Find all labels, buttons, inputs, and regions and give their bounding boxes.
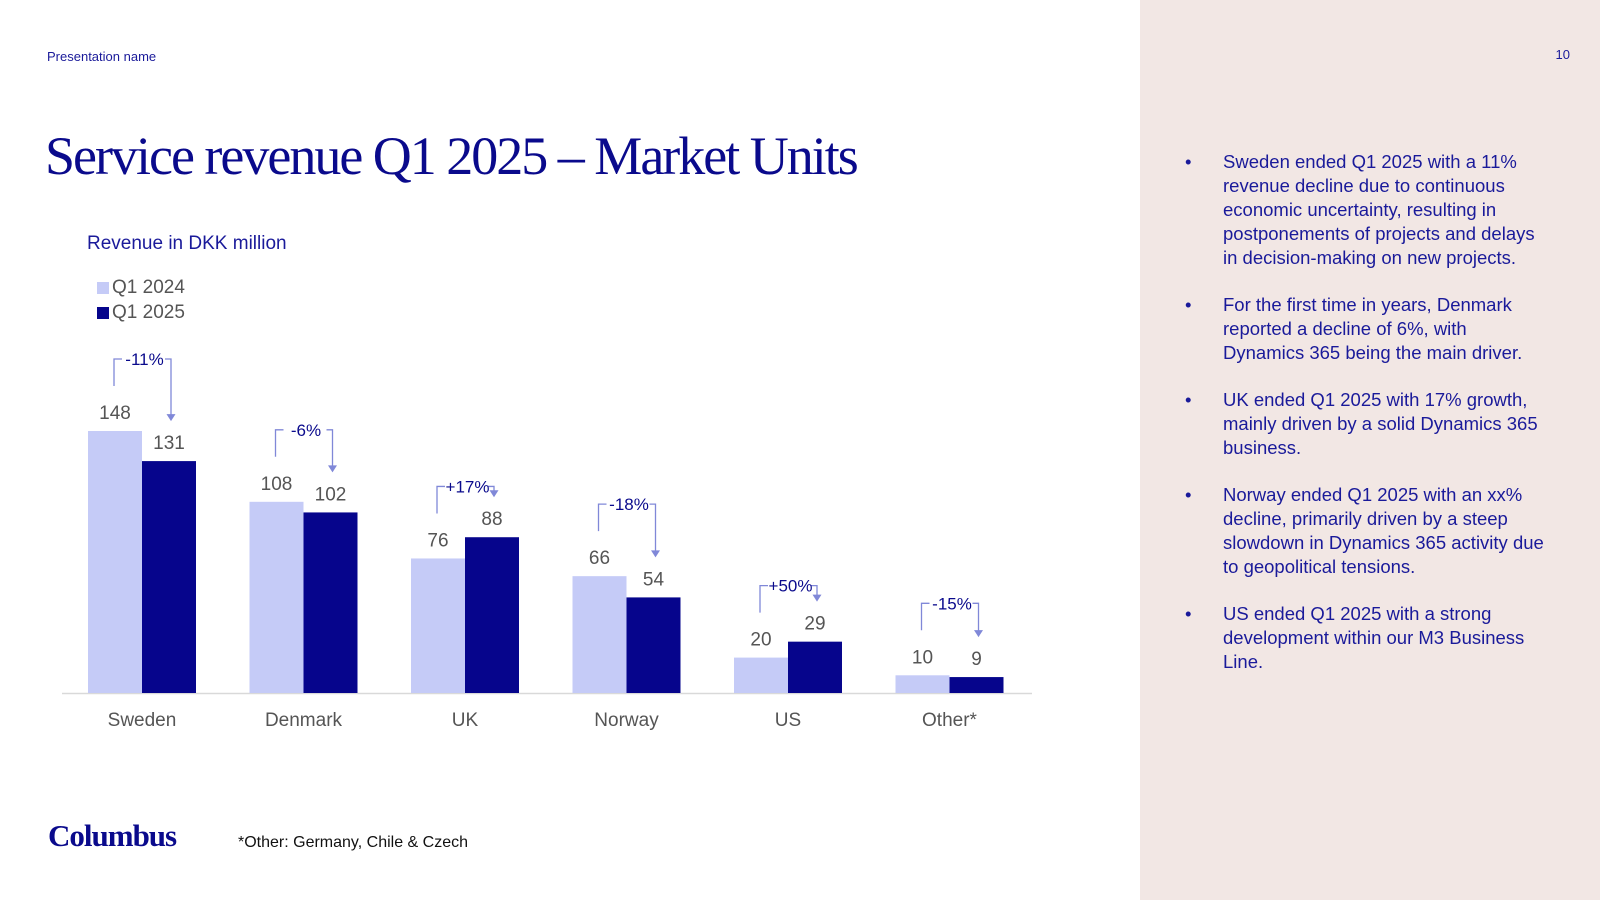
- change-label-us: +50%: [769, 577, 813, 596]
- columbus-logo: Columbus: [48, 818, 177, 853]
- commentary-item-uk: • UK ended Q1 2025 with 17% growth, mainl…: [1185, 388, 1545, 460]
- change-bracket-left-uk: [436, 485, 445, 514]
- change-label-sweden: -11%: [125, 350, 163, 369]
- change-bracket-left-norway: [597, 503, 607, 532]
- bar-us-q1-2024: [734, 657, 788, 693]
- chart-subtitle: Revenue in DKK million: [87, 233, 287, 254]
- change-bracket-left-us: [759, 584, 768, 613]
- legend-swatch-q1-2025: [97, 306, 109, 319]
- category-label-other: Other*: [922, 710, 978, 731]
- commentary-item-sweden: • Sweden ended Q1 2025 with a 11% revenue…: [1185, 150, 1545, 270]
- category-label-sweden: Sweden: [108, 710, 177, 731]
- change-bracket-left-denmark: [274, 429, 284, 457]
- commentary-text: Sweden ended Q1 2025 with a 11% revenue …: [1223, 151, 1535, 268]
- change-bracket-right-denmark: [326, 429, 334, 467]
- commentary-item-us: • US ended Q1 2025 with a strong developm…: [1185, 602, 1545, 674]
- value-label-norway-q1-2025: 54: [643, 569, 665, 590]
- change-bracket-right-uk: [488, 485, 495, 492]
- bullet-dot: •: [1185, 294, 1192, 315]
- commentary-text: UK ended Q1 2025 with 17% growth, mainly…: [1223, 389, 1538, 458]
- bullet-dot: •: [1185, 151, 1192, 172]
- bar-norway-q1-2024: [572, 576, 627, 693]
- chart-legend: Q1 2024 Q1 2025: [97, 275, 185, 325]
- bar-chart: 148 131 Sweden -11% 108 102 Denmark -6% 76 88 UK +1…: [62, 350, 1032, 731]
- legend-label-q1-2024: Q1 2024: [112, 276, 185, 298]
- value-label-other-q1-2024: 10: [912, 647, 933, 668]
- category-label-denmark: Denmark: [265, 710, 343, 731]
- value-label-uk-q1-2025: 88: [481, 509, 502, 530]
- bullet-dot: •: [1185, 484, 1192, 505]
- bar-uk-q1-2024: [411, 558, 465, 693]
- bar-denmark-q1-2024: [249, 501, 304, 693]
- change-bracket-left-other: [920, 602, 930, 631]
- legend-swatch-q1-2024: [97, 281, 109, 294]
- category-label-uk: UK: [452, 710, 479, 731]
- change-label-norway: -18%: [609, 495, 649, 514]
- bullet-dot: •: [1185, 603, 1192, 624]
- bar-sweden-q1-2024: [88, 431, 142, 693]
- change-bracket-left-sweden: [113, 358, 122, 386]
- commentary-panel: 10 • Sweden ended Q1 2025 with a 11% reve…: [1140, 0, 1600, 900]
- commentary-item-denmark: • For the first time in years, Denmark re…: [1185, 293, 1545, 365]
- value-label-denmark-q1-2025: 102: [315, 484, 347, 505]
- commentary-list: • Sweden ended Q1 2025 with a 11% revenue…: [1185, 150, 1545, 697]
- value-label-sweden-q1-2024: 148: [99, 403, 131, 424]
- commentary-text: US ended Q1 2025 with a strong developme…: [1223, 603, 1525, 672]
- change-arrowhead-norway: [651, 550, 660, 558]
- presentation-name: Presentation name: [47, 49, 157, 64]
- value-label-us-q1-2025: 29: [804, 614, 825, 635]
- bullet-dot: •: [1185, 389, 1192, 410]
- change-arrowhead-uk: [489, 490, 499, 498]
- bar-uk-q1-2025: [465, 537, 519, 693]
- slide-title: Service revenue Q1 2025 – Market Units: [45, 126, 859, 186]
- value-label-other-q1-2025: 9: [971, 649, 982, 670]
- bar-denmark-q1-2025: [303, 512, 358, 693]
- commentary-item-norway: • Norway ended Q1 2025 with an xx% declin…: [1185, 483, 1545, 579]
- legend-item-q1-2025: Q1 2025: [97, 300, 185, 325]
- value-label-uk-q1-2024: 76: [427, 530, 448, 551]
- category-label-norway: Norway: [594, 710, 659, 731]
- chart-footnote: *Other: Germany, Chile & Czech: [238, 834, 469, 851]
- commentary-text: For the first time in years, Denmark rep…: [1223, 294, 1523, 363]
- change-bracket-right-sweden: [165, 358, 172, 416]
- change-bracket-right-us: [811, 584, 818, 596]
- change-label-denmark: -6%: [291, 421, 321, 440]
- bar-other-q1-2024: [895, 675, 950, 693]
- value-label-norway-q1-2024: 66: [589, 548, 610, 569]
- legend-label-q1-2025: Q1 2025: [112, 301, 185, 323]
- value-label-us-q1-2024: 20: [750, 630, 771, 651]
- category-label-us: US: [775, 710, 801, 731]
- value-label-sweden-q1-2025: 131: [153, 433, 185, 454]
- page-number: 10: [1555, 47, 1570, 62]
- bar-us-q1-2025: [788, 641, 842, 693]
- change-label-other: -15%: [932, 594, 972, 613]
- legend-item-q1-2024: Q1 2024: [97, 275, 185, 300]
- change-bracket-right-other: [972, 602, 980, 632]
- slide-main-area: Presentation name Service revenue Q1 202…: [45, 49, 1032, 853]
- change-arrowhead-sweden: [166, 414, 176, 422]
- change-bracket-right-norway: [649, 503, 657, 552]
- bar-other-q1-2025: [949, 677, 1004, 693]
- change-arrowhead-other: [974, 630, 983, 638]
- bar-norway-q1-2025: [626, 597, 681, 693]
- bar-sweden-q1-2025: [142, 461, 196, 693]
- value-label-denmark-q1-2024: 108: [261, 474, 293, 495]
- change-label-uk: +17%: [446, 477, 490, 496]
- change-arrowhead-us: [812, 594, 822, 602]
- commentary-text: Norway ended Q1 2025 with an xx% decline…: [1223, 484, 1544, 577]
- change-arrowhead-denmark: [328, 465, 337, 473]
